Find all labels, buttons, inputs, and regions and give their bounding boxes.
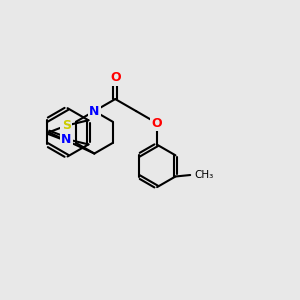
Text: CH₃: CH₃ <box>195 170 214 180</box>
Text: S: S <box>62 119 71 132</box>
Text: O: O <box>110 71 121 84</box>
Text: N: N <box>89 105 100 118</box>
Text: N: N <box>61 133 72 146</box>
Text: O: O <box>152 117 162 130</box>
